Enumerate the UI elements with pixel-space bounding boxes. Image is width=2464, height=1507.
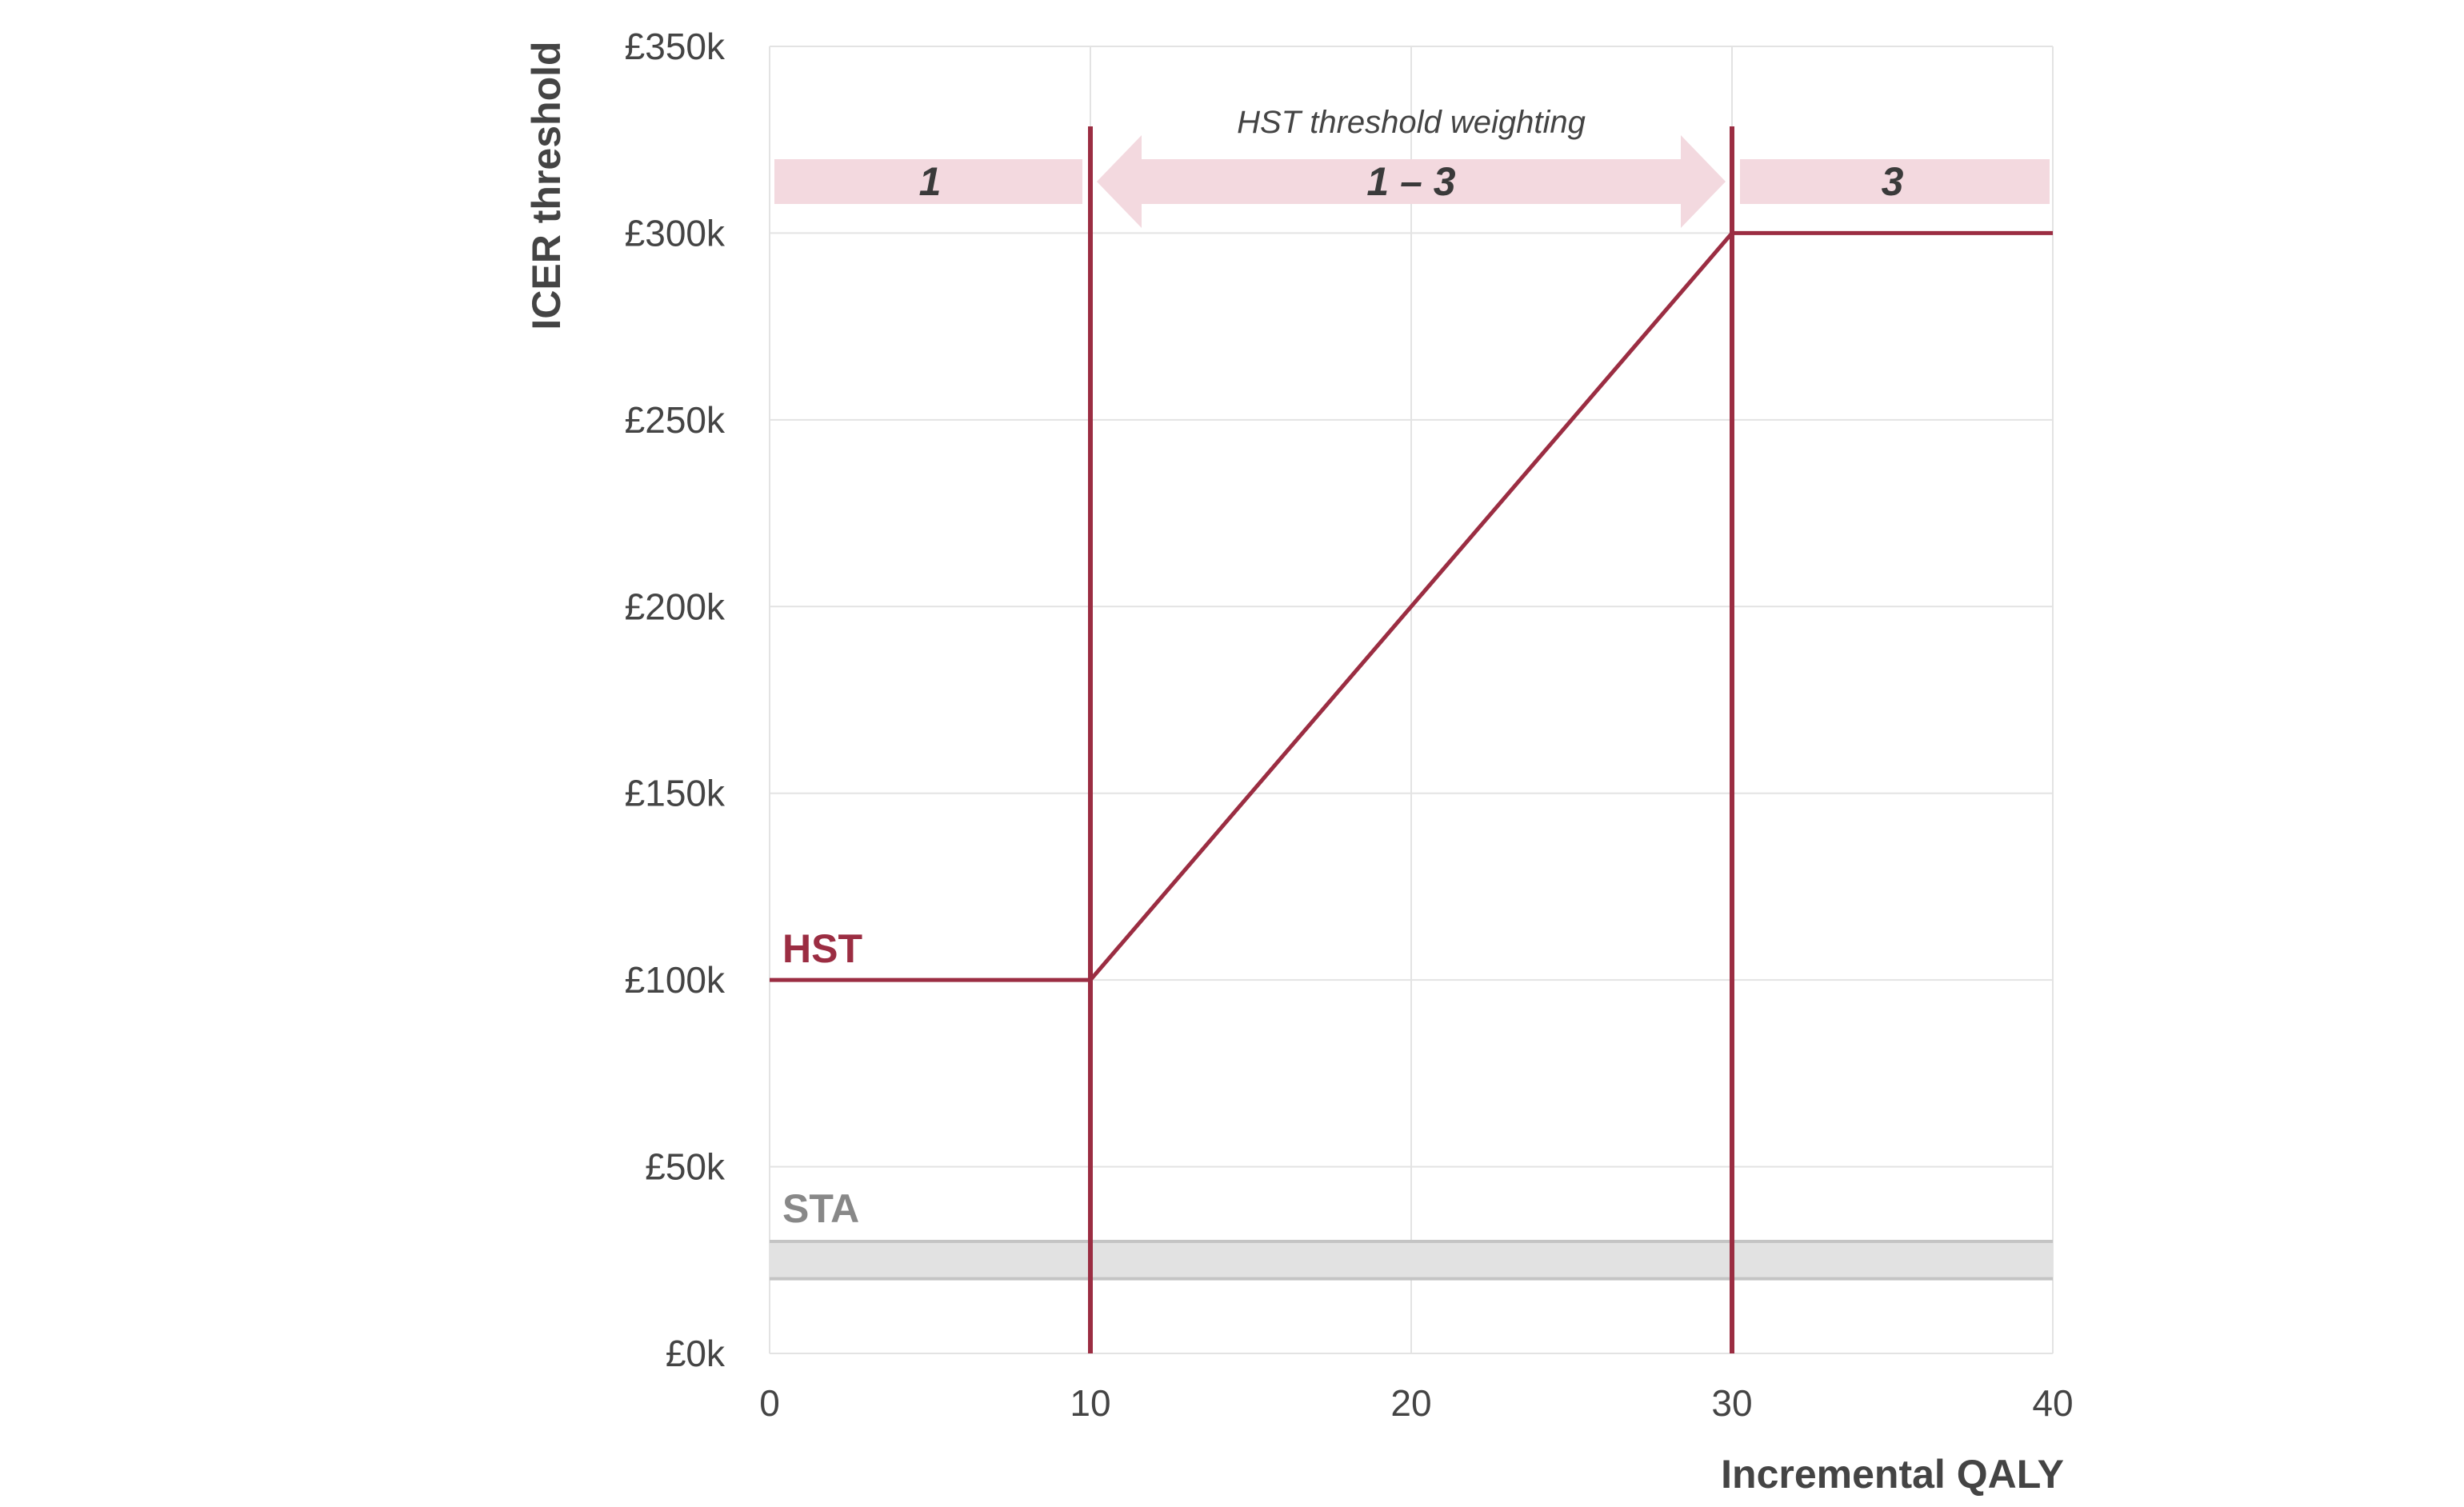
x-axis-title: Incremental QALY <box>1721 1452 2064 1497</box>
y-tick-label-5: £250k <box>625 399 726 441</box>
y-tick-label-3: £150k <box>625 773 726 814</box>
series-line-0 <box>770 230 2053 982</box>
y-tick-label-1: £50k <box>645 1146 726 1188</box>
y-tick-label-2: £100k <box>625 959 726 1001</box>
series-lines <box>770 230 2053 982</box>
band-label-0: 1 <box>919 159 942 204</box>
tick-labels: £0k £50k £100k £150k £200k £250k £300k £350k 0 10… <box>625 26 2074 1424</box>
sta-band <box>770 1239 2053 1281</box>
x-tick-label-1: 10 <box>1070 1382 1110 1424</box>
x-tick-label-0: 0 <box>759 1382 780 1424</box>
x-tick-label-2: 20 <box>1390 1382 1431 1424</box>
band-label-1: 1 – 3 <box>1366 159 1455 204</box>
band-1-bar <box>774 159 1082 204</box>
x-tick-label-3: 30 <box>1711 1382 1752 1424</box>
band-3-bar <box>1740 159 2050 204</box>
threshold-vertical-lines <box>1088 126 1734 1353</box>
band-label-2: 3 <box>1882 159 1904 204</box>
weighting-bands: 1 1 – 3 3 <box>774 135 2050 228</box>
weighting-annotation: HST threshold weighting <box>1237 105 1586 140</box>
sta-band-fill <box>770 1241 2053 1279</box>
y-tick-label-0: £0k <box>666 1333 726 1374</box>
band-1-3-double-arrow <box>1097 135 1726 228</box>
grid-lines <box>769 46 2054 1354</box>
sta-band-label: STA <box>782 1186 859 1231</box>
x-tick-label-4: 40 <box>2032 1382 2073 1424</box>
y-tick-label-6: £300k <box>625 212 726 254</box>
y-axis-title: ICER threshold <box>524 41 569 330</box>
y-tick-label-7: £350k <box>625 26 726 67</box>
y-tick-label-4: £200k <box>625 586 726 627</box>
hst-series-label: HST <box>782 926 862 971</box>
